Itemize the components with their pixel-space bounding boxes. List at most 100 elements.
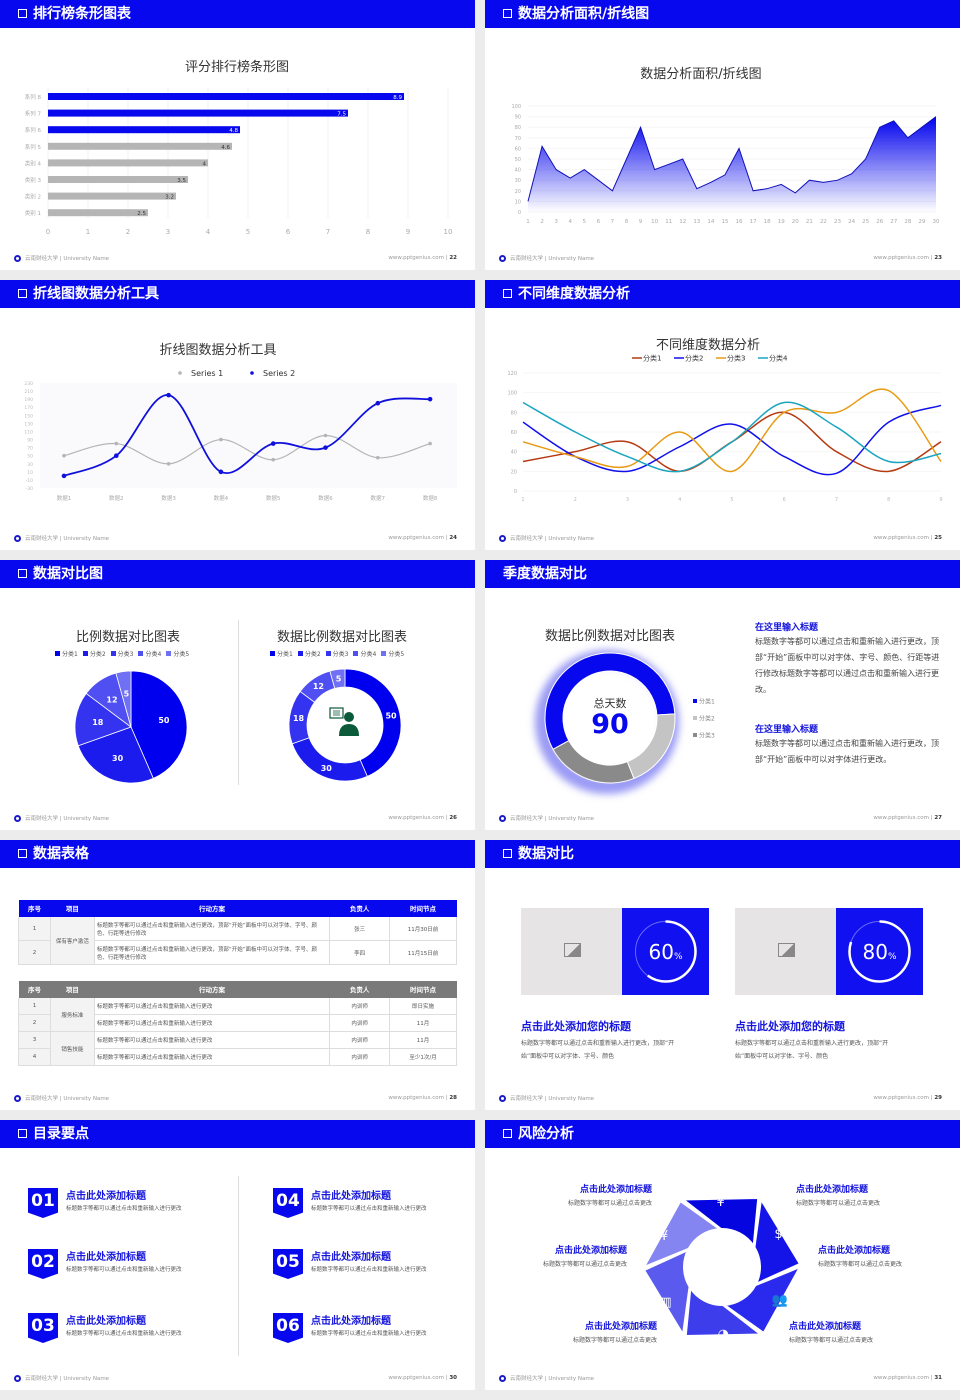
slide-header: 数据对比 <box>485 840 960 868</box>
footer-page: www.pptgenius.com | 29 <box>873 1095 942 1101</box>
checkbox-square-icon <box>18 849 27 858</box>
toc-title[interactable]: 点击此处添加标题 <box>311 1316 391 1327</box>
series-line <box>63 434 431 465</box>
column-header: 项目 <box>50 980 95 998</box>
toc-title[interactable]: 点击此处添加标题 <box>66 1191 146 1202</box>
add-image-icon <box>564 943 581 957</box>
x-tick-label: 6 <box>597 219 601 225</box>
university-logo-icon <box>499 1094 506 1102</box>
x-tick-label: 数据7 <box>371 494 386 502</box>
page-number: 25 <box>934 535 942 541</box>
legend-label: 分类2 <box>699 715 715 723</box>
risk-title[interactable]: 点击此处添加标题 <box>579 1185 652 1195</box>
y-tick-label: 50 <box>515 157 521 163</box>
progress-arc <box>634 920 697 983</box>
x-tick-label: 7 <box>835 497 838 503</box>
footer-university-name: 云南财经大学 | University Name <box>510 1096 595 1102</box>
slide-title: 数据表格 <box>33 846 89 862</box>
y-tick-label: 30 <box>515 178 521 184</box>
toc-title[interactable]: 点击此处添加标题 <box>311 1191 391 1202</box>
risk-title[interactable]: 点击此处添加标题 <box>796 1185 869 1195</box>
data-label: 4 <box>203 161 207 167</box>
category-label: 类别 2 <box>25 193 41 201</box>
number-badge: 01 <box>28 1188 58 1218</box>
risk-title[interactable]: 点击此处添加标题 <box>584 1322 657 1332</box>
cell-owner: 张三 <box>329 916 391 941</box>
footer-page: www.pptgenius.com | 31 <box>873 1375 942 1381</box>
category-label: 系列 8 <box>25 93 42 101</box>
data-point <box>218 469 224 475</box>
legend-label: 分类2 <box>685 354 703 363</box>
slide-title: 风险分析 <box>518 1126 574 1142</box>
block-text: 标题数字等都可以通过点击和重新输入进行更改，顶部“开始”面板中可以对字体进行更改… <box>755 739 939 764</box>
slide-header: 折线图数据分析工具 <box>0 280 475 308</box>
footer-university: 云南财经大学 | University Name <box>14 254 109 262</box>
slide-title: 数据分析面积/折线图 <box>518 6 650 22</box>
number-badge: 05 <box>273 1249 303 1279</box>
x-tick-label: 16 <box>736 219 743 225</box>
footer-university-name: 云南财经大学 | University Name <box>25 256 110 262</box>
toc-title[interactable]: 点击此处添加标题 <box>66 1316 146 1327</box>
legend-marker <box>250 371 254 375</box>
legend-label: 分类1 <box>643 354 661 363</box>
cell-owner: 李四 <box>329 940 391 965</box>
y-tick-label: 10 <box>515 199 521 205</box>
data-label: 4.8 <box>229 128 238 134</box>
cell-index: 3 <box>18 1031 51 1049</box>
donut-slice <box>544 652 676 750</box>
y-tick-label: -30 <box>26 486 33 492</box>
toc-title[interactable]: 点击此处添加标题 <box>311 1252 391 1263</box>
cell-group: 保有客户激活 <box>49 916 95 965</box>
y-tick-label: 210 <box>24 389 33 395</box>
category-label: 系列 7 <box>25 110 42 118</box>
category-label: 系列 5 <box>25 143 42 151</box>
risk-title[interactable]: 点击此处添加标题 <box>554 1246 627 1256</box>
bar-chart: 0 1 2 3 4 5 6 7 8 9 10 系列 8 8.9 系列 7 7.5 系列 6 4.8 系列 5 4.6… <box>25 88 452 236</box>
toc-title[interactable]: 点击此处添加标题 <box>66 1252 146 1263</box>
data-label: 5 <box>336 674 342 683</box>
data-label: 2.5 <box>137 211 146 217</box>
x-tick-label: 2 <box>540 219 544 225</box>
page-number: 24 <box>449 535 457 541</box>
risk-title[interactable]: 点击此处添加标题 <box>789 1322 862 1332</box>
x-tick-label: 数据5 <box>266 494 281 502</box>
footer-university-name: 云南财经大学 | University Name <box>510 256 595 262</box>
slide-title: 排行榜条形图表 <box>33 6 131 22</box>
pie-chart-icon: ◔ <box>718 1327 729 1342</box>
category-label: 类别 3 <box>25 176 42 184</box>
x-tick-label: 10 <box>651 219 658 225</box>
x-tick-label: 13 <box>693 219 700 225</box>
legend-label: 分类4 <box>360 651 377 658</box>
bar <box>48 209 148 217</box>
column-header: 序号 <box>18 899 51 917</box>
slide-9: 目录要点 云南财经大学 | University Name www.pptgeniu… <box>0 1120 475 1390</box>
x-tick-label: 4 <box>678 497 681 503</box>
x-tick-label: 9 <box>639 219 643 225</box>
x-tick-label: 19 <box>778 219 785 225</box>
x-tick-label: 数据2 <box>109 494 124 502</box>
footer-university-name: 云南财经大学 | University Name <box>25 1096 110 1102</box>
x-tick-label: 27 <box>890 219 897 225</box>
chart-legend: 分类1 分类2 分类3 分类4 分类5 <box>55 649 189 658</box>
compare-text: 始”面板中可以对字体、字号、颜色 <box>521 1053 615 1060</box>
x-tick-label: 5 <box>246 228 250 236</box>
footer-university-name: 云南财经大学 | University Name <box>25 816 110 822</box>
image-placeholder[interactable] <box>521 908 622 995</box>
block-text: 标题数字等都可以通过点击和重新输入进行更改，顶部“开始”面板中可以对字体、字号、… <box>755 637 940 694</box>
data-label: 8.9 <box>393 95 402 101</box>
table-row: 3 销售技能 标题数字等都可以通过点击和重新输入进行更改 内训师 11月 <box>18 1031 457 1066</box>
bar <box>48 126 240 134</box>
risk-title[interactable]: 点击此处添加标题 <box>818 1246 891 1256</box>
legend-swatch <box>270 651 275 656</box>
category-label: 类别 1 <box>25 209 41 217</box>
x-tick-label: 11 <box>665 219 672 225</box>
page-number: 26 <box>449 815 457 821</box>
progress-unit: % <box>888 952 897 962</box>
x-tick-label: 15 <box>721 219 728 225</box>
x-tick-label: 22 <box>820 219 827 225</box>
multi-line-chart: 0 20 40 60 80 100 120 分类1 分类2 分类3 分类4 1 2 3 4 5 6 7 8 9 <box>507 354 942 504</box>
column-header: 时间节点 <box>389 980 457 998</box>
x-tick-label: 8 <box>366 228 370 236</box>
image-placeholder[interactable] <box>735 908 836 995</box>
